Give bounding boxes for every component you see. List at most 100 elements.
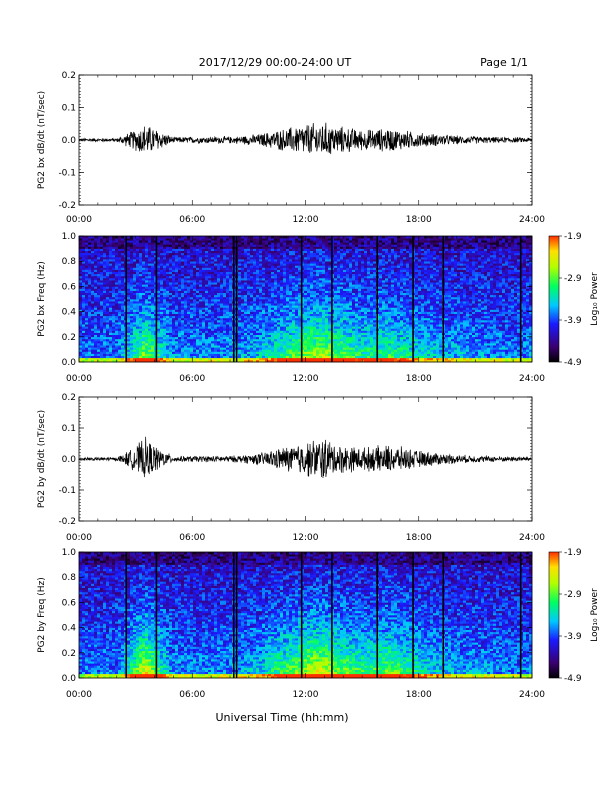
spectrogram-cell (217, 240, 221, 243)
spectrogram-cell (178, 280, 182, 283)
spectrogram-cell (133, 265, 137, 268)
spectrogram-cell (277, 299, 281, 302)
spectrogram-cell (265, 326, 269, 329)
spectrogram-cell (142, 359, 146, 363)
spectrogram-cell (130, 338, 134, 342)
spectrogram-cell (109, 347, 113, 350)
spectrogram-cell (142, 299, 146, 302)
spectrogram-cell (295, 275, 299, 279)
spectrogram-cell (313, 288, 317, 291)
spectrogram-cell (190, 261, 194, 264)
spectrogram-cell (265, 355, 269, 359)
spectrogram-cell (319, 324, 323, 327)
spectrogram-cell (205, 294, 209, 298)
spectrogram-cell (199, 343, 203, 346)
spectrogram-cell (253, 250, 257, 254)
spectrogram-cell (100, 265, 104, 268)
spectrogram-cell (226, 351, 230, 354)
spectrogram-cell (151, 307, 155, 310)
spectrogram-cell (136, 336, 140, 340)
spectrogram-cell (274, 355, 278, 359)
spectrogram-cell (118, 332, 122, 335)
spectrogram-cell (133, 301, 137, 304)
spectrogram-cell (82, 280, 86, 283)
spectrogram-cell (217, 311, 221, 314)
spectrogram-cell (88, 280, 92, 283)
spectrogram-cell (130, 313, 134, 317)
spectrogram-cell (280, 248, 284, 251)
spectrogram-cell (115, 246, 119, 249)
spectrogram-cell (238, 288, 242, 291)
spectrogram-cell (85, 338, 89, 342)
spectrogram-cell (202, 294, 206, 298)
spectrogram-cell (271, 322, 275, 325)
spectrogram-cell (151, 345, 155, 348)
spectrogram-cell (193, 338, 197, 342)
spectrogram-cell (145, 275, 149, 279)
spectrogram-cell (88, 240, 92, 243)
spectrogram-cell (220, 347, 224, 350)
spectrogram-cell (142, 275, 146, 279)
spectrogram-cell (241, 317, 245, 321)
spectrogram-cell (319, 313, 323, 317)
spectrogram-cell (277, 309, 281, 312)
spectrogram-cell (82, 254, 86, 258)
spectrogram-cell (94, 315, 98, 319)
spectrogram-cell (199, 301, 203, 304)
spectrogram-cell (181, 242, 185, 245)
spectrogram-cell (88, 278, 92, 281)
spectrogram-cell (214, 244, 218, 247)
spectrogram-cell (220, 355, 224, 359)
spectrogram-cell (289, 299, 293, 302)
spectrogram-cell (139, 313, 143, 317)
spectrogram-cell (97, 284, 101, 287)
spectrogram-cell (100, 261, 104, 264)
spectrogram-cell (196, 286, 200, 289)
spectrogram-cell (145, 328, 149, 331)
spectrogram-cell (127, 246, 131, 249)
spectrogram-cell (169, 273, 173, 277)
spectrogram-cell (268, 250, 272, 254)
spectrogram-cell (103, 278, 107, 281)
spectrogram-cell (157, 328, 161, 331)
spectrogram-cell (289, 311, 293, 314)
spectrogram-cell (121, 248, 125, 251)
spectrogram-cell (103, 326, 107, 329)
spectrogram-cell (139, 261, 143, 264)
spectrogram-cell (184, 326, 188, 329)
spectrogram-cell (319, 280, 323, 283)
spectrogram-cell (160, 271, 164, 275)
spectrogram-cell (145, 278, 149, 281)
spectrogram-cell (226, 292, 230, 296)
spectrogram-cell (202, 282, 206, 285)
spectrogram-cell (247, 250, 251, 254)
spectrogram-cell (226, 313, 230, 317)
spectrogram-cell (310, 326, 314, 329)
spectrogram-cell (151, 238, 155, 241)
spectrogram-cell (172, 252, 176, 256)
spectrogram-cell (211, 309, 215, 312)
spectrogram-cell (253, 246, 257, 249)
spectrogram-cell (151, 309, 155, 312)
spectrogram-cell (160, 288, 164, 291)
spectrogram-cell (202, 280, 206, 283)
spectrogram-cell (106, 278, 110, 281)
spectrogram-cell (277, 267, 281, 270)
spectrogram-cell (106, 250, 110, 254)
spectrogram-cell (205, 238, 209, 241)
spectrogram-cell (85, 357, 89, 361)
spectrogram-cell (187, 328, 191, 331)
spectrogram-cell (214, 332, 218, 335)
spectrogram-cell (184, 349, 188, 352)
spectrogram-cell (208, 294, 212, 298)
spectrogram-cell (157, 332, 161, 335)
spectrogram-cell (199, 299, 203, 302)
spectrogram-cell (172, 261, 176, 264)
spectrogram-cell (283, 324, 287, 327)
spectrogram-cell (250, 236, 254, 239)
spectrogram-cell (271, 242, 275, 245)
y-tick-label: 0.0 (62, 136, 77, 146)
spectrogram-cell (94, 257, 98, 260)
spectrogram-cell (157, 359, 161, 363)
spectrogram-cell (193, 334, 197, 338)
